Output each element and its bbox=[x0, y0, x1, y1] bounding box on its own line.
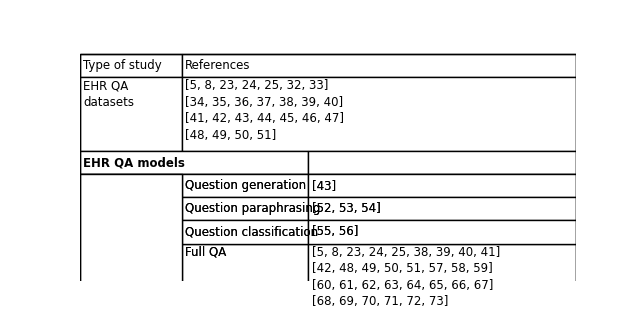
Bar bbox=[182, 244, 308, 316]
Bar bbox=[80, 77, 182, 151]
Bar bbox=[308, 197, 576, 220]
Text: Question paraphrasing: Question paraphrasing bbox=[185, 202, 321, 215]
Text: Question classification: Question classification bbox=[185, 226, 318, 239]
Text: [55, 56]: [55, 56] bbox=[312, 226, 358, 239]
Bar bbox=[182, 174, 308, 197]
Text: Question paraphrasing: Question paraphrasing bbox=[185, 202, 321, 215]
Bar bbox=[182, 174, 308, 197]
Text: Question classification: Question classification bbox=[185, 226, 318, 239]
Bar bbox=[308, 174, 576, 197]
Text: [55, 56]: [55, 56] bbox=[312, 226, 358, 239]
Bar bbox=[80, 174, 182, 316]
Bar bbox=[80, 151, 308, 174]
Text: [5, 8, 23, 24, 25, 38, 39, 40, 41]
[42, 48, 49, 50, 51, 57, 58, 59]
[60, 61, 62,: [5, 8, 23, 24, 25, 38, 39, 40, 41] [42, … bbox=[312, 246, 500, 308]
Bar bbox=[80, 220, 182, 244]
Text: [52, 53, 54]: [52, 53, 54] bbox=[312, 202, 380, 215]
Bar bbox=[80, 174, 182, 316]
Bar bbox=[182, 197, 308, 220]
Bar bbox=[182, 77, 576, 151]
Bar bbox=[182, 197, 308, 220]
Bar bbox=[308, 220, 576, 244]
Text: Type of study: Type of study bbox=[83, 59, 162, 72]
Text: [52, 53, 54]: [52, 53, 54] bbox=[312, 202, 380, 215]
Text: [43]: [43] bbox=[312, 179, 336, 192]
Bar bbox=[80, 197, 182, 220]
Text: Full QA: Full QA bbox=[185, 246, 227, 259]
Text: [5, 8, 23, 24, 25, 32, 33]
[34, 35, 36, 37, 38, 39, 40]
[41, 42, 43, 44, 45, 46,: [5, 8, 23, 24, 25, 32, 33] [34, 35, 36, … bbox=[185, 79, 344, 142]
Bar bbox=[182, 220, 308, 244]
Text: Full QA: Full QA bbox=[185, 246, 227, 259]
Text: References: References bbox=[185, 59, 251, 72]
Bar bbox=[182, 220, 308, 244]
Bar bbox=[308, 197, 576, 220]
Bar bbox=[80, 174, 182, 197]
Text: Question generation: Question generation bbox=[185, 179, 307, 192]
Text: Question generation: Question generation bbox=[185, 179, 307, 192]
Text: [43]: [43] bbox=[312, 179, 336, 192]
Bar bbox=[182, 54, 576, 77]
Bar bbox=[308, 151, 576, 174]
Text: EHR QA models: EHR QA models bbox=[83, 156, 186, 169]
Bar bbox=[308, 220, 576, 244]
Bar bbox=[308, 244, 576, 316]
Bar bbox=[308, 174, 576, 197]
Bar bbox=[80, 54, 182, 77]
Text: EHR QA
datasets: EHR QA datasets bbox=[83, 79, 134, 109]
